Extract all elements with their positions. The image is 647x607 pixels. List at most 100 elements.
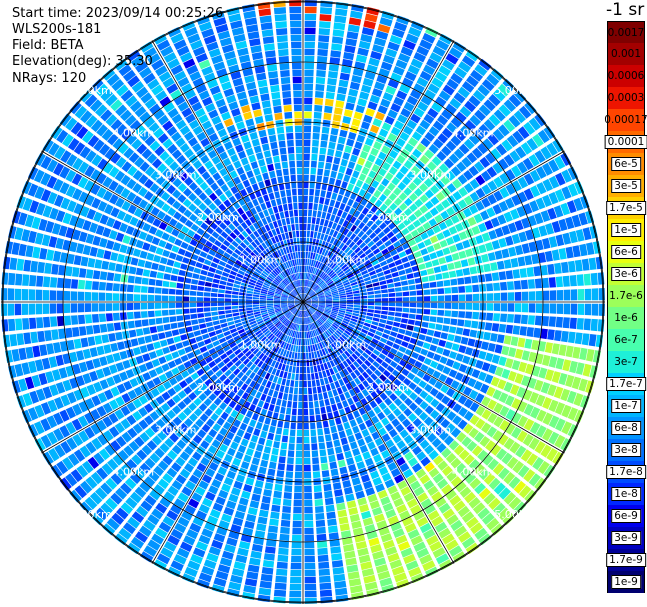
radar-gate <box>317 386 322 394</box>
radar-gate <box>379 222 387 230</box>
radar-gate <box>303 146 311 154</box>
radar-gate <box>379 203 388 212</box>
radar-gate <box>542 194 552 207</box>
radar-gate <box>329 244 335 252</box>
radar-gate <box>336 282 343 287</box>
radar-gate <box>232 309 239 313</box>
radar-gate <box>278 324 284 331</box>
radar-gate <box>274 582 287 590</box>
radar-gate <box>314 372 319 380</box>
radar-gate <box>279 533 290 541</box>
radar-gate <box>336 209 343 217</box>
radar-gate <box>404 71 417 82</box>
radar-gate <box>319 582 332 590</box>
radar-gate <box>159 339 168 347</box>
radar-gate <box>336 424 344 432</box>
radar-gate <box>447 262 455 271</box>
radar-gate <box>363 574 376 584</box>
radar-gate <box>438 502 451 514</box>
radar-gate <box>344 391 351 399</box>
radar-gate <box>330 170 337 179</box>
radar-gate <box>366 376 374 385</box>
radar-gate <box>320 140 328 148</box>
radar-gate <box>201 528 214 538</box>
radar-gate <box>308 280 311 287</box>
radar-gate <box>423 113 435 124</box>
radar-gate <box>304 506 313 514</box>
radar-gate <box>263 402 270 410</box>
radar-gate <box>558 218 568 232</box>
radar-gate <box>378 322 386 328</box>
radar-gate <box>359 444 369 454</box>
radar-gate <box>391 176 401 186</box>
radar-gate <box>46 343 55 355</box>
radar-gate <box>174 357 183 366</box>
radar-gate <box>361 182 370 191</box>
radar-gate <box>577 303 585 315</box>
radar-gate <box>413 486 425 497</box>
radar-gate <box>409 203 418 212</box>
radar-gate <box>396 456 406 467</box>
radar-gate <box>375 252 383 259</box>
radar-gate <box>267 532 278 540</box>
radar-gate <box>208 461 219 472</box>
radar-gate <box>402 291 410 297</box>
radar-gate <box>236 380 244 388</box>
radar-gate <box>245 302 253 305</box>
radar-gate <box>304 299 311 302</box>
radar-gate <box>300 303 303 310</box>
radar-gate <box>565 345 574 358</box>
radar-gate <box>318 154 326 162</box>
radar-gate <box>345 557 357 566</box>
radar-gate <box>493 88 506 102</box>
radar-gate <box>199 346 208 353</box>
radar-gate <box>293 359 297 366</box>
radar-gate <box>452 361 461 370</box>
radar-gate <box>487 194 497 205</box>
radar-gate <box>433 168 444 178</box>
radar-gate <box>355 337 363 344</box>
radar-gate <box>384 172 394 181</box>
radar-gate <box>1 319 2 333</box>
radar-gate <box>387 109 398 119</box>
radar-gate <box>139 525 152 538</box>
radar-gate <box>435 323 443 331</box>
radar-gate <box>435 553 450 565</box>
radar-gate <box>242 527 254 536</box>
radar-gate <box>363 20 376 30</box>
radar-gate <box>16 258 25 271</box>
radar-gate <box>540 328 548 340</box>
radar-gate <box>374 437 384 447</box>
radar-gate <box>536 182 547 195</box>
radar-gate <box>468 165 479 177</box>
radar-gate <box>35 303 43 315</box>
radar-gate <box>354 432 363 441</box>
radar-gate <box>259 300 266 302</box>
radar-gate <box>416 340 424 347</box>
radar-gate <box>63 290 71 301</box>
radar-gate <box>1 272 9 285</box>
radar-gate <box>315 311 321 316</box>
radar-gate <box>429 235 439 244</box>
radar-gate <box>134 276 142 284</box>
radar-gate <box>347 24 360 33</box>
radar-gate <box>241 392 249 400</box>
radar-gate <box>480 383 490 394</box>
radar-gate <box>287 336 292 344</box>
radar-gate <box>281 334 286 341</box>
radar-gate <box>304 299 312 302</box>
radar-gate <box>80 337 89 348</box>
radar-gate <box>87 257 96 268</box>
radar-gate <box>155 247 164 256</box>
radar-gate <box>304 569 316 577</box>
radar-gate <box>357 263 365 270</box>
radar-gate <box>303 339 305 346</box>
radar-gate <box>184 250 193 258</box>
radar-gate <box>303 394 308 402</box>
radar-gate <box>312 464 320 472</box>
radar-gate <box>270 454 278 463</box>
radar-gate <box>269 343 275 350</box>
radar-gate <box>458 294 466 301</box>
radar-gate <box>517 126 530 139</box>
radar-gate <box>602 335 605 349</box>
